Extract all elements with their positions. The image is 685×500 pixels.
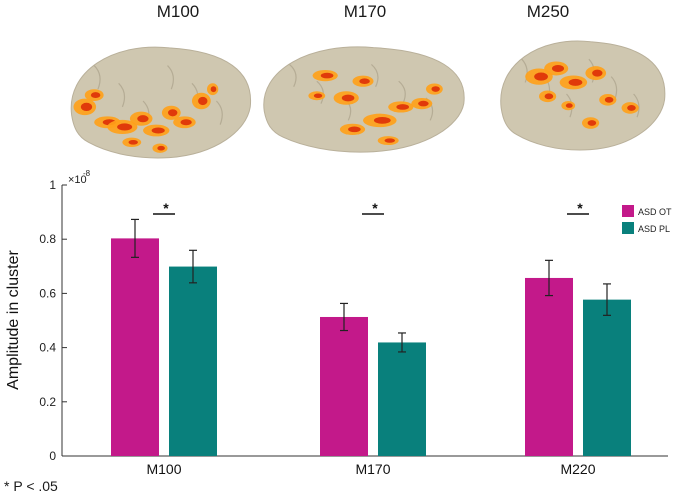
activation-core xyxy=(348,126,361,133)
brain-sulcus xyxy=(93,65,101,90)
significance-star: * xyxy=(577,200,583,216)
y-axis-label: Amplitude in cluster xyxy=(5,250,22,390)
x-tick-label: M170 xyxy=(355,461,390,477)
y-tick-label: 0.8 xyxy=(39,232,56,246)
bar-asd-ot xyxy=(525,277,573,456)
activation-core xyxy=(137,115,149,123)
activation-core xyxy=(604,96,614,103)
legend-label: ASD OT xyxy=(638,207,672,217)
activation-core xyxy=(534,72,548,81)
brain-sulcus xyxy=(289,63,297,88)
activation-core xyxy=(90,92,101,99)
bar-group-m170: * M170 xyxy=(320,200,426,477)
chart-axes: 0 0.2 0.4 0.6 0.8 1 ×10-8 Amplitude in cluster xyxy=(5,169,668,463)
chart-legend: ASD OT ASD PL xyxy=(622,205,672,234)
brain-sulcus xyxy=(167,65,174,90)
significance-star: * xyxy=(372,200,378,216)
brain-sulcus xyxy=(521,58,528,83)
brain-sulcus xyxy=(215,100,223,125)
activation-core xyxy=(157,145,165,151)
brain-panel-m250 xyxy=(500,40,666,151)
activation-core xyxy=(565,103,573,108)
bar-asd-ot xyxy=(320,316,368,456)
activation-core xyxy=(544,93,554,100)
y-tick-label: 0.2 xyxy=(39,395,56,409)
brain-sulcus xyxy=(633,93,640,118)
brain-sulcus xyxy=(118,82,126,108)
activation-core xyxy=(313,93,323,99)
panel-title-m170: M170 xyxy=(343,2,387,21)
y-tick-label: 0.6 xyxy=(39,286,56,300)
activation-core xyxy=(167,109,178,117)
brain-sulcus xyxy=(316,80,324,104)
y-scale-exponent: -8 xyxy=(83,169,91,178)
bar-asd-pl xyxy=(583,299,631,456)
chart-bars: * M100 * M170 * M220 xyxy=(111,200,631,477)
activation-core xyxy=(373,117,391,124)
significance-star: * xyxy=(163,200,169,216)
y-tick-label: 0 xyxy=(49,449,56,463)
activation-core xyxy=(384,138,396,143)
brain-sulcus xyxy=(371,63,379,88)
activation-core xyxy=(418,100,429,107)
activation-core xyxy=(320,72,334,79)
bar-group-m220: * M220 xyxy=(525,200,631,477)
bar-asd-ot xyxy=(111,238,159,456)
activation-core xyxy=(80,102,93,112)
brain-panel-m100 xyxy=(70,46,252,159)
activation-core xyxy=(431,86,440,92)
activation-core xyxy=(151,127,165,134)
activation-core xyxy=(210,86,217,93)
activation-core xyxy=(592,69,603,77)
legend-label: ASD PL xyxy=(638,224,670,234)
activation-core xyxy=(117,123,133,131)
activation-core xyxy=(568,78,583,86)
legend-swatch-asd-pl xyxy=(622,222,634,234)
y-scale-label: ×10 xyxy=(68,174,87,186)
significance-footnote: * P < .05 xyxy=(4,478,58,494)
brain-maps xyxy=(70,40,666,159)
activation-core xyxy=(180,119,192,126)
activation-core xyxy=(341,94,355,102)
activation-core xyxy=(198,96,208,106)
panel-title-m250: M250 xyxy=(526,2,570,21)
bar-group-m100: * M100 xyxy=(111,200,217,477)
y-tick-label: 0.4 xyxy=(39,341,56,355)
activation-core xyxy=(627,105,636,111)
brain-sulcus xyxy=(398,80,406,104)
activation-core xyxy=(128,139,138,145)
bar-asd-pl xyxy=(169,266,217,456)
activation-core xyxy=(359,78,370,84)
legend-swatch-asd-ot xyxy=(622,205,634,217)
brain-surface xyxy=(500,40,666,151)
bar-asd-pl xyxy=(378,342,426,456)
activation-core xyxy=(587,120,597,126)
y-tick-label: 1 xyxy=(49,178,56,192)
panel-title-m100: M100 xyxy=(156,2,200,21)
brain-panel-m170 xyxy=(263,46,465,153)
x-tick-label: M100 xyxy=(146,461,181,477)
x-tick-label: M220 xyxy=(560,461,595,477)
activation-core xyxy=(396,104,409,110)
activation-core xyxy=(551,65,565,72)
